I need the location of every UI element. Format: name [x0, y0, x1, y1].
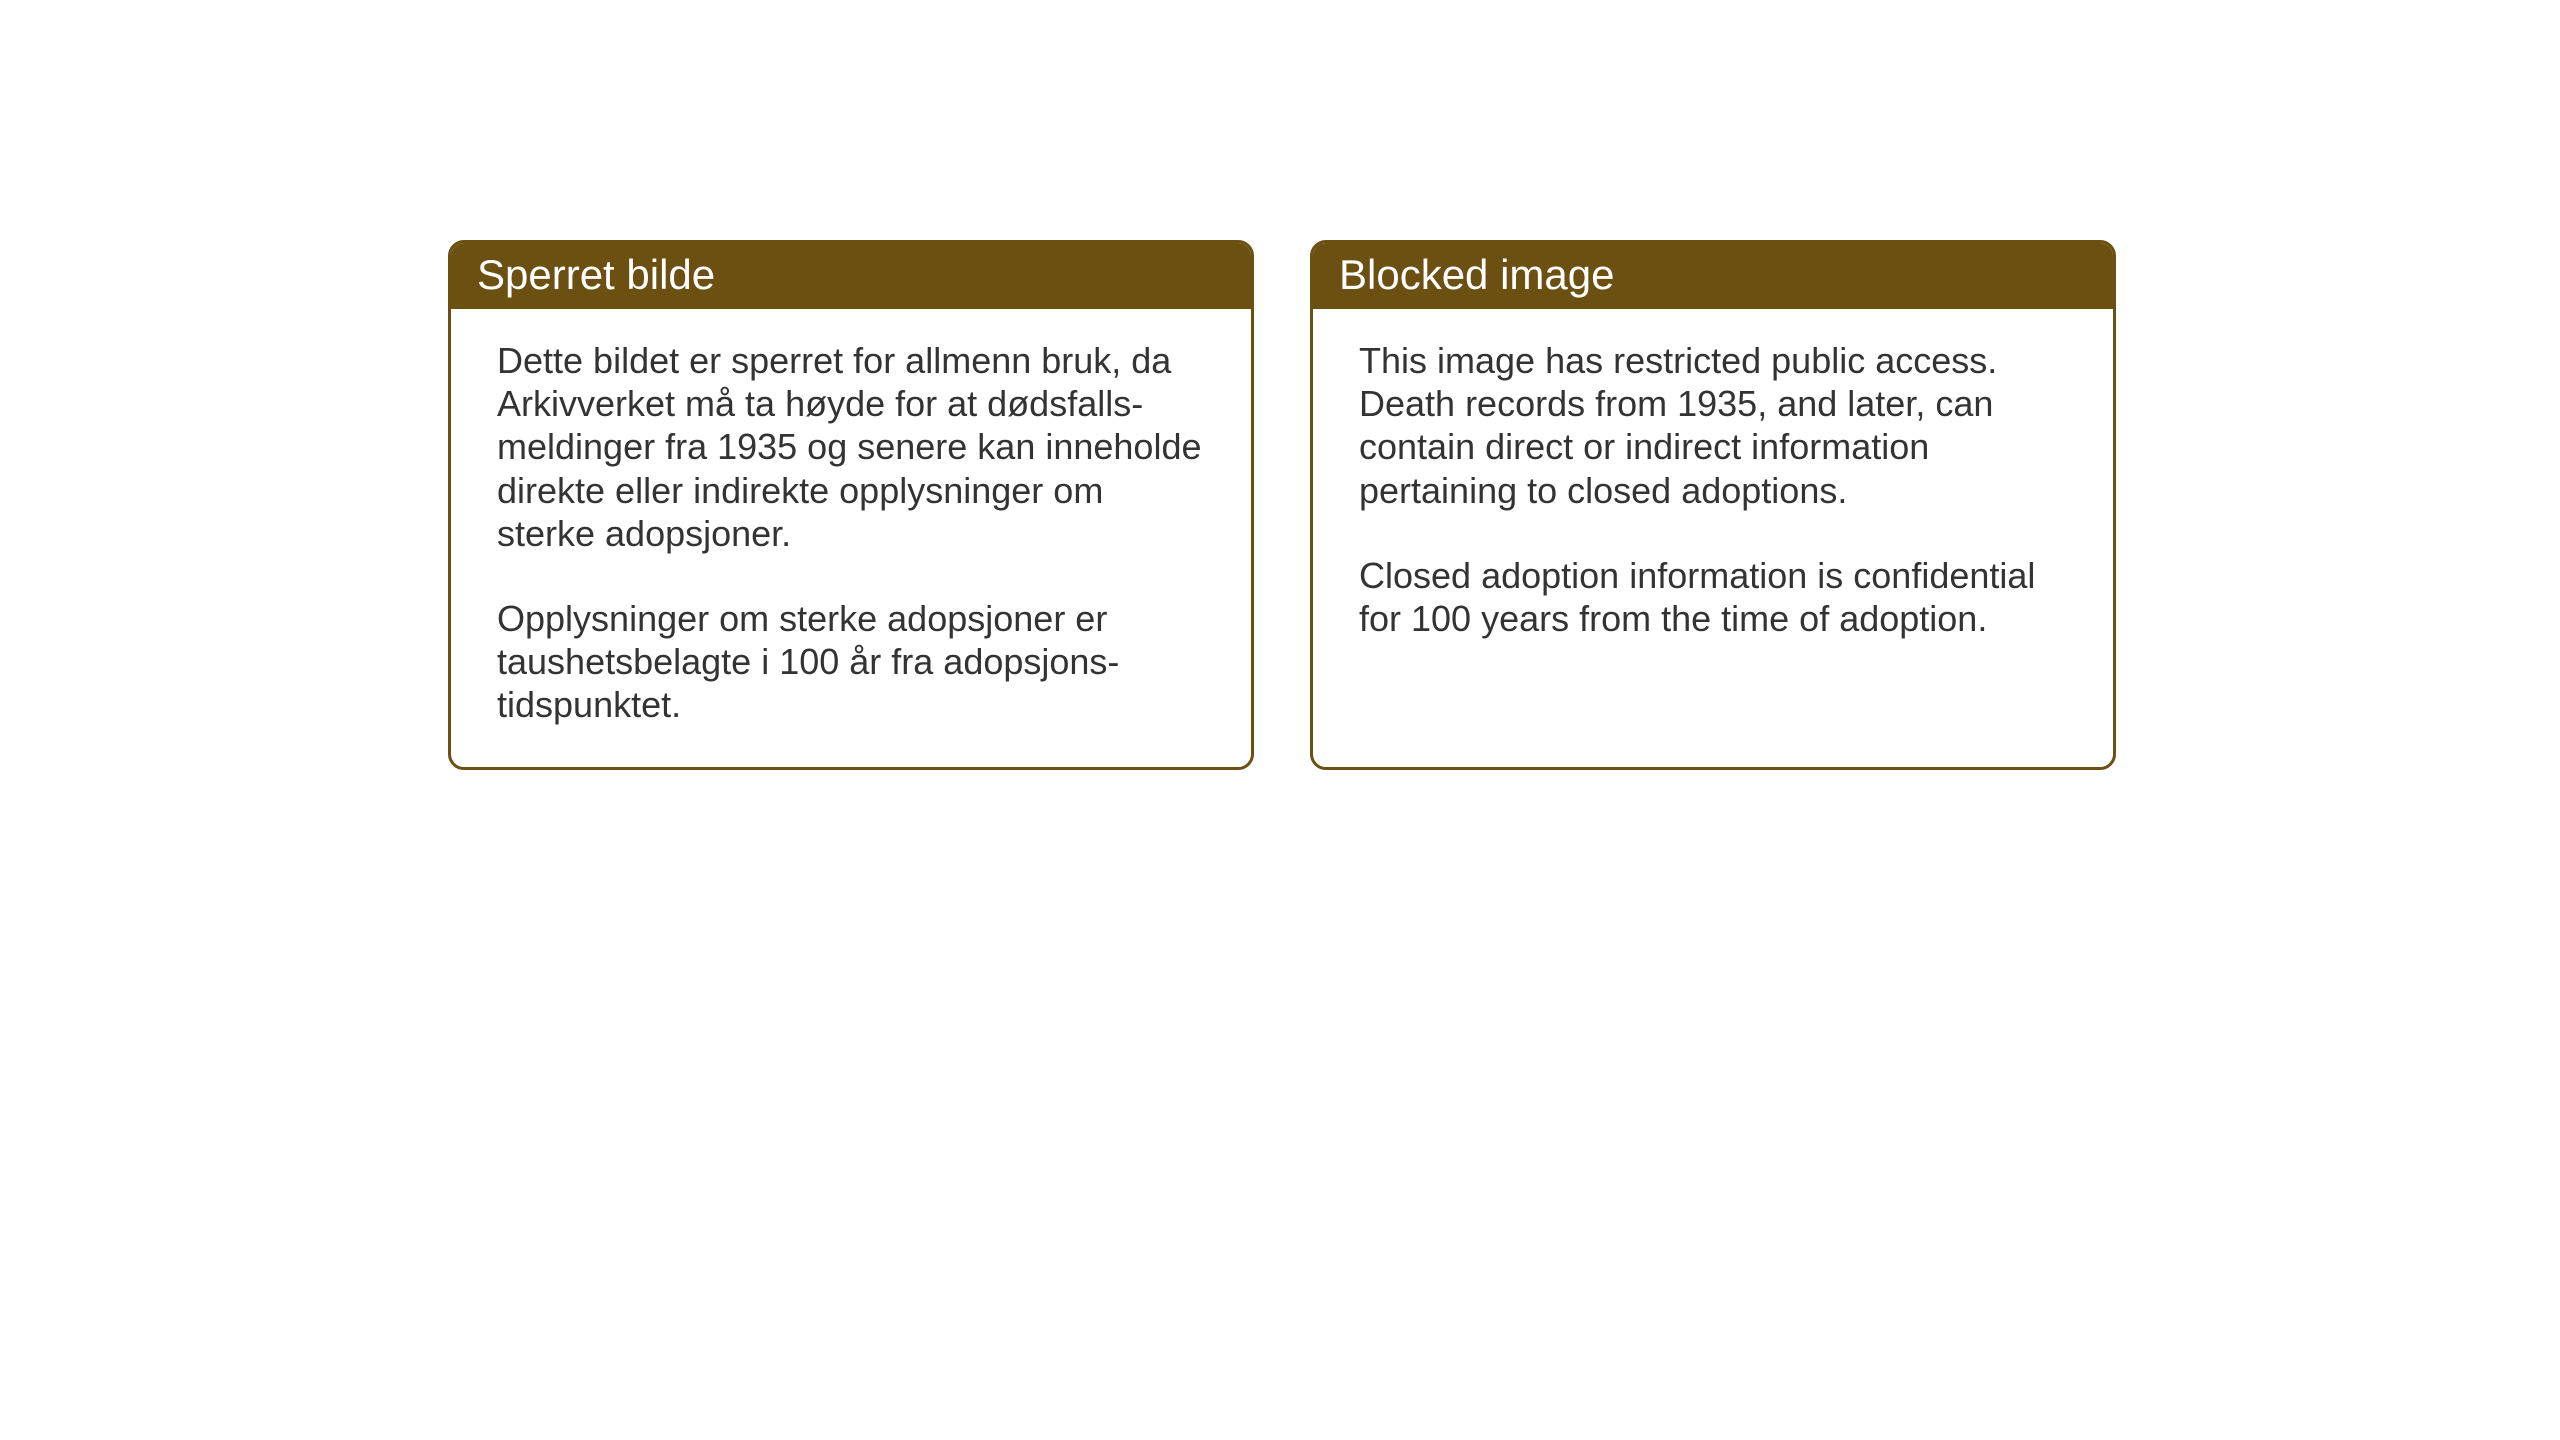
english-card-title: Blocked image: [1313, 243, 2113, 309]
english-paragraph-2: Closed adoption information is confident…: [1359, 554, 2067, 640]
norwegian-paragraph-2: Opplysninger om sterke adopsjoner er tau…: [497, 597, 1205, 727]
english-paragraph-1: This image has restricted public access.…: [1359, 339, 2067, 512]
norwegian-card-title: Sperret bilde: [451, 243, 1251, 309]
english-card: Blocked image This image has restricted …: [1310, 240, 2116, 770]
norwegian-paragraph-1: Dette bildet er sperret for allmenn bruk…: [497, 339, 1205, 555]
norwegian-card: Sperret bilde Dette bildet er sperret fo…: [448, 240, 1254, 770]
english-card-body: This image has restricted public access.…: [1313, 309, 2113, 680]
notice-container: Sperret bilde Dette bildet er sperret fo…: [448, 240, 2116, 770]
norwegian-card-body: Dette bildet er sperret for allmenn bruk…: [451, 309, 1251, 767]
